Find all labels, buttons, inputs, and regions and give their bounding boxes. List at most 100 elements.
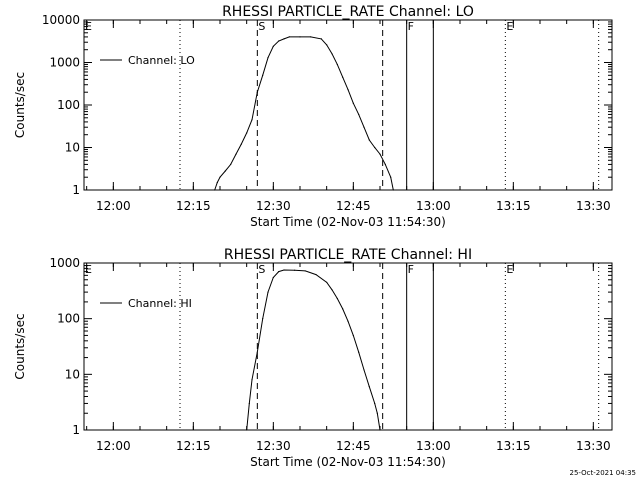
data-point — [246, 132, 248, 134]
y-tick-label: 100 — [57, 98, 80, 112]
x-tick-label: 13:30 — [576, 199, 611, 213]
data-point — [240, 143, 242, 145]
series-line — [246, 269, 381, 431]
x-tick-label: 13:00 — [416, 199, 451, 213]
data-point — [267, 57, 269, 59]
y-tick-label: 100 — [57, 312, 80, 326]
data-point — [363, 126, 365, 128]
x-tick-label: 13:15 — [496, 439, 531, 453]
data-point — [278, 40, 280, 42]
data-point — [336, 297, 338, 300]
hi-channel-panel: RHESSI PARTICLE_RATE Channel: HI Start Ti… — [13, 247, 613, 469]
data-point — [342, 308, 344, 310]
footer-timestamp: 25-Oct-2021 04:35 — [570, 469, 636, 477]
data-point — [278, 271, 280, 273]
data-point — [230, 163, 232, 166]
data-point — [256, 351, 258, 353]
event-marker-label: E — [85, 20, 92, 33]
data-point — [376, 412, 378, 414]
data-point — [219, 176, 221, 178]
event-marker-label: F — [408, 263, 414, 276]
x-tick-label: 12:30 — [256, 199, 291, 213]
data-point — [251, 119, 253, 121]
legend-label: Channel: HI — [128, 297, 192, 310]
x-tick-label: 12:45 — [336, 199, 371, 213]
data-point — [384, 163, 386, 166]
y-tick-label: 1000 — [49, 56, 80, 70]
data-point — [342, 76, 344, 78]
data-point — [358, 351, 360, 353]
y-tick-label: 10 — [65, 141, 80, 155]
data-point — [272, 276, 274, 279]
data-point — [347, 320, 349, 322]
data-point — [262, 318, 264, 320]
y-axis-label: Counts/sec — [13, 313, 27, 379]
data-point — [235, 153, 237, 155]
data-point — [374, 402, 376, 405]
data-point — [358, 113, 360, 116]
data-point — [331, 53, 333, 55]
y-tick-label: 1 — [72, 423, 80, 437]
data-point — [299, 36, 301, 38]
data-point — [331, 289, 333, 291]
data-point — [216, 181, 218, 184]
plot-frame — [83, 19, 613, 191]
series-line — [214, 36, 394, 191]
y-axis-label: Counts/sec — [13, 72, 27, 138]
x-tick-label: 12:45 — [336, 439, 371, 453]
x-tick-label: 13:15 — [496, 199, 531, 213]
chart-title: RHESSI PARTICLE_RATE Channel: LO — [222, 4, 474, 20]
data-point — [310, 36, 312, 38]
data-point — [336, 63, 338, 66]
x-tick-label: 12:30 — [256, 439, 291, 453]
data-point — [262, 74, 264, 76]
event-marker-label: S — [258, 20, 265, 33]
data-point — [283, 38, 285, 40]
data-point — [368, 386, 370, 388]
data-point — [352, 102, 354, 104]
data-point — [326, 281, 328, 283]
data-point — [272, 45, 274, 47]
event-marker-label: F — [408, 20, 414, 33]
legend-label: Channel: LO — [128, 54, 195, 67]
event-marker-label: E — [85, 263, 92, 276]
x-axis-label: Start Time (02-Nov-03 11:54:30) — [250, 455, 446, 469]
data-point — [368, 139, 370, 141]
x-tick-label: 12:00 — [96, 439, 131, 453]
y-tick-label: 1000 — [49, 256, 80, 270]
y-tick-label: 10 — [65, 367, 80, 381]
x-tick-label: 12:15 — [176, 199, 211, 213]
y-tick-label: 1 — [72, 183, 80, 197]
data-point — [256, 91, 258, 93]
data-point — [267, 291, 269, 293]
data-point — [283, 269, 285, 271]
x-tick-label: 12:15 — [176, 439, 211, 453]
data-point — [214, 189, 216, 191]
data-point — [248, 402, 250, 405]
x-tick-label: 13:30 — [576, 439, 611, 453]
chart-title: RHESSI PARTICLE_RATE Channel: HI — [224, 247, 472, 263]
data-point — [379, 429, 381, 431]
data-point — [363, 369, 365, 371]
data-point — [246, 429, 248, 431]
x-axis-label: Start Time (02-Nov-03 11:54:30) — [250, 215, 446, 229]
data-point — [224, 170, 226, 172]
event-marker-label: E — [506, 263, 513, 276]
data-point — [347, 89, 349, 91]
data-point — [251, 379, 253, 381]
data-point — [294, 269, 296, 271]
lo-channel-panel: RHESSI PARTICLE_RATE Channel: LO Start Ti… — [13, 4, 613, 229]
x-tick-label: 12:00 — [96, 199, 131, 213]
data-point — [352, 334, 354, 337]
data-point — [320, 38, 322, 40]
event-marker-label: S — [258, 263, 265, 276]
data-point — [304, 270, 306, 272]
plot-frame — [83, 262, 613, 431]
data-point — [288, 36, 290, 38]
data-point — [326, 44, 328, 46]
data-point — [374, 146, 376, 149]
event-marker-label: E — [506, 20, 513, 33]
data-point — [392, 189, 394, 191]
data-point — [315, 273, 317, 276]
